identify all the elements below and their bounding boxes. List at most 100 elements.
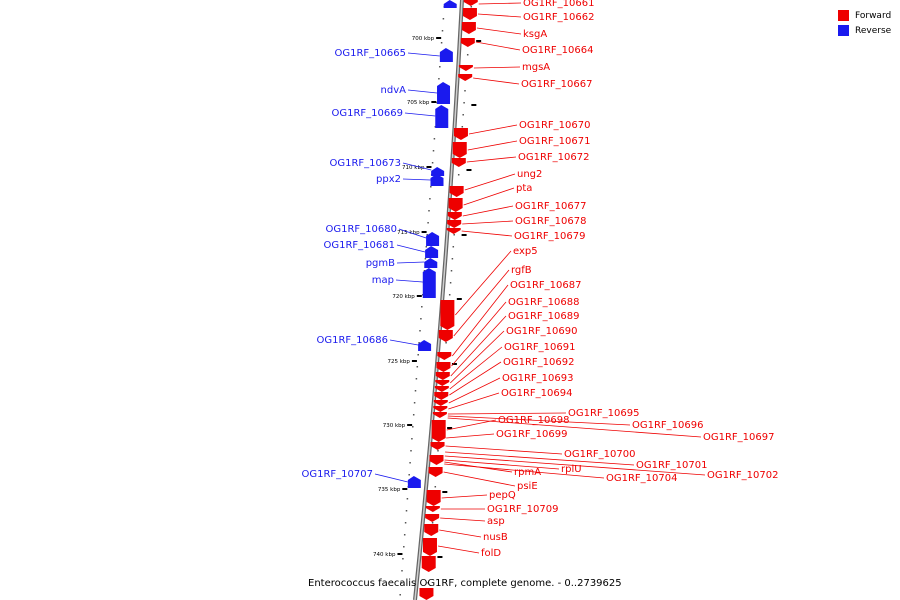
minor-tick-left: [416, 366, 419, 368]
major-tick-right: [461, 234, 467, 236]
major-tick: [397, 553, 403, 555]
tick-label: 720 kbp: [392, 294, 415, 300]
major-tick: [411, 360, 417, 362]
minor-tick-left: [402, 558, 404, 560]
forward-gene-label: OG1RF_10696: [632, 420, 704, 431]
forward-gene-label: OG1RF_10667: [521, 79, 593, 90]
minor-tick-left: [440, 42, 443, 44]
forward-gene-block: [426, 490, 441, 506]
forward-label-connector: [449, 346, 503, 390]
reverse-gene-label: map: [372, 275, 394, 286]
minor-tick-right: [470, 6, 473, 8]
reverse-label-connector: [396, 244, 426, 253]
reverse-gene-label: OG1RF_10669: [332, 108, 404, 119]
minor-tick-right: [466, 54, 469, 56]
forward-gene-label: rpmA: [514, 467, 541, 478]
reverse-label-connector: [396, 261, 425, 264]
forward-label-connector: [444, 463, 605, 479]
legend-forward[interactable]: Forward: [838, 8, 891, 23]
reverse-gene-block: [426, 232, 440, 246]
forward-gene-label: OG1RF_10693: [502, 373, 574, 384]
reverse-gene-block: [437, 82, 451, 104]
forward-gene-label: OG1RF_10697: [703, 432, 775, 443]
forward-gene-label: OG1RF_10690: [506, 326, 578, 337]
tick-label: 705 kbp: [407, 100, 430, 106]
minor-tick-left: [419, 330, 421, 332]
forward-gene-label: rplU: [561, 464, 582, 475]
major-tick: [407, 424, 413, 426]
tick-label: 740 kbp: [373, 552, 396, 558]
forward-label-connector: [468, 124, 518, 135]
minor-tick-left: [430, 186, 432, 188]
reverse-label-connector: [407, 52, 440, 57]
minor-tick-left: [410, 450, 412, 452]
forward-gene-block: [447, 212, 462, 220]
forward-gene-block: [425, 514, 440, 522]
forward-gene-label: OG1RF_10702: [707, 470, 779, 481]
reverse-gene-block: [439, 48, 453, 62]
minor-tick-left: [428, 210, 430, 212]
minor-tick-left: [403, 534, 406, 536]
forward-label-connector: [448, 377, 501, 404]
forward-gene-label: pta: [516, 183, 532, 194]
reverse-gene-label: OG1RF_10680: [326, 224, 398, 235]
tick-label: 710 kbp: [402, 165, 425, 171]
forward-label-connector: [445, 445, 563, 455]
minor-tick-left: [442, 18, 445, 20]
reverse-gene-block: [443, 0, 457, 8]
major-tick-right: [442, 491, 448, 493]
minor-tick-left: [438, 78, 440, 80]
major-tick-right: [471, 104, 477, 106]
reverse-gene-label: OG1RF_10673: [330, 158, 402, 169]
major-tick: [426, 166, 432, 168]
minor-tick-right: [427, 582, 429, 584]
forward-gene-label: OG1RF_10678: [515, 216, 587, 227]
minor-tick-right: [461, 126, 464, 128]
forward-gene-block: [462, 8, 477, 20]
reverse-gene-label: OG1RF_10665: [335, 48, 407, 59]
forward-gene-block: [458, 65, 473, 71]
forward-label-connector: [455, 250, 512, 316]
forward-gene-label: OG1RF_10709: [487, 504, 559, 515]
forward-gene-block: [433, 400, 448, 406]
major-tick-right: [437, 556, 443, 558]
forward-gene-block: [436, 362, 451, 372]
forward-gene-label: OG1RF_10700: [564, 449, 636, 460]
legend-forward-label: Forward: [855, 10, 892, 21]
forward-label-connector: [462, 205, 514, 217]
minor-tick-left: [401, 570, 403, 572]
minor-tick-left: [441, 30, 444, 32]
minor-tick-left: [409, 462, 411, 464]
forward-label-connector: [441, 494, 488, 499]
forward-gene-label: OG1RF_10677: [515, 201, 587, 212]
minor-tick-left: [411, 438, 413, 440]
minor-tick-right: [445, 342, 447, 344]
forward-gene-label: OG1RF_10661: [523, 0, 595, 9]
forward-gene-label: OG1RF_10699: [496, 429, 568, 440]
major-tick-right: [447, 427, 453, 429]
reverse-gene-block: [430, 174, 444, 186]
minor-tick-left: [405, 510, 408, 512]
forward-gene-block: [421, 556, 436, 572]
forward-gene-label: asp: [487, 516, 505, 527]
forward-gene-label: OG1RF_10701: [636, 460, 708, 471]
forward-gene-label: psiE: [517, 481, 538, 492]
forward-gene-label: OG1RF_10687: [510, 280, 582, 291]
forward-gene-label: OG1RF_10689: [508, 311, 580, 322]
forward-label-connector: [444, 459, 560, 470]
forward-label-connector: [464, 173, 516, 191]
legend-reverse[interactable]: Reverse: [838, 23, 891, 38]
minor-tick-left: [406, 498, 409, 500]
forward-label-connector: [476, 27, 522, 35]
minor-tick-left: [427, 222, 429, 224]
minor-tick-right: [434, 486, 437, 488]
forward-gene-block: [434, 392, 449, 400]
forward-label-connector: [478, 2, 522, 5]
reverse-gene-block: [431, 167, 445, 176]
minor-tick-right: [462, 114, 464, 116]
forward-gene-block: [460, 38, 475, 47]
forward-label-connector: [466, 156, 517, 163]
forward-gene-label: OG1RF_10662: [523, 12, 595, 23]
forward-gene-block: [419, 588, 434, 600]
minor-tick-left: [415, 378, 418, 380]
